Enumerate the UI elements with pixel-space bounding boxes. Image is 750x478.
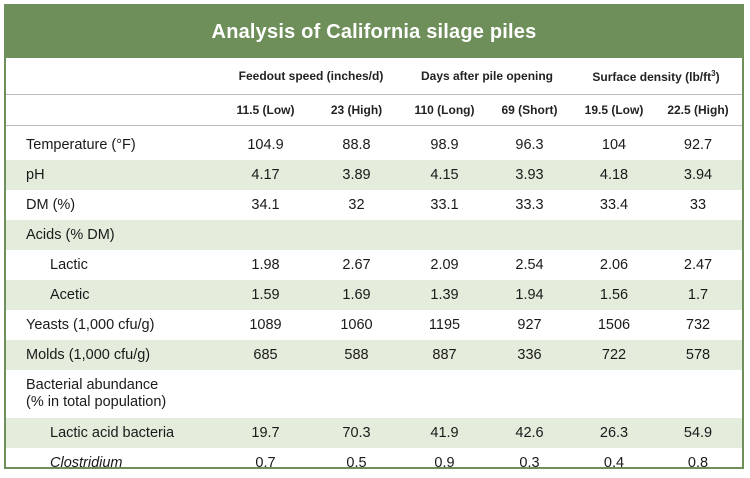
table-cell: 33.1: [430, 197, 459, 213]
table-row-dm: DM (%) 34.1 32 33.1 33.3 33.4 33: [6, 190, 742, 220]
table-cell: 98.9: [430, 137, 459, 153]
column-header: 23 (High): [330, 103, 383, 117]
table-cell: 927: [517, 317, 542, 333]
table-row-yeasts: Yeasts (1,000 cfu/g) 1089 1060 1195 927 …: [6, 310, 742, 340]
table-cell: 41.9: [430, 425, 459, 441]
row-label-line: Bacterial abundance: [26, 377, 159, 393]
table-row-acetic: Acetic 1.59 1.69 1.39 1.94 1.56 1.7: [6, 280, 742, 310]
row-label: Temperature (°F): [26, 136, 136, 153]
table-cell: 1.7: [687, 287, 709, 303]
group-header-surface-density: Surface density (lb/ft3): [572, 69, 740, 84]
table-cell: 1.39: [430, 287, 459, 303]
table-cell: 33.4: [599, 197, 629, 213]
row-label: Lactic acid bacteria: [50, 424, 175, 441]
group-header-feedout-speed: Feedout speed (inches/d): [238, 69, 384, 83]
column-header-row: 11.5 (Low) 23 (High) 110 (Long) 69 (Shor…: [6, 95, 742, 126]
table-cell: 4.15: [430, 167, 459, 183]
table-cell: 1.98: [251, 257, 280, 273]
table-row-ph: pH 4.17 3.89 4.15 3.93 4.18 3.94: [6, 160, 742, 190]
column-header: 11.5 (Low): [236, 103, 295, 117]
column-header: 22.5 (High): [667, 103, 729, 117]
group-header-row: Feedout speed (inches/d) Days after pile…: [6, 58, 742, 95]
table-title: Analysis of California silage piles: [6, 6, 742, 58]
row-label: Acetic: [50, 286, 90, 303]
table-cell: 1060: [340, 317, 373, 333]
table-cell: 26.3: [599, 425, 629, 441]
column-header: 19.5 (Low): [584, 103, 644, 117]
table-cell: 1.56: [599, 287, 629, 303]
table-cell: 887: [432, 347, 457, 363]
table-cell: 2.06: [599, 257, 629, 273]
table-cell: 3.93: [515, 167, 544, 183]
row-label: Acids (% DM): [26, 226, 115, 243]
table-cell: 19.7: [251, 425, 280, 441]
table-cell: 1089: [249, 317, 282, 333]
row-label: Clostridium: [50, 454, 123, 471]
group-header-days-after-opening: Days after pile opening: [420, 69, 554, 83]
table-cell: 732: [685, 317, 711, 333]
surface-density-label: Surface density (lb/ft: [592, 69, 712, 84]
table-cell: 588: [344, 347, 369, 363]
table-cell: 1506: [597, 317, 631, 333]
table-cell: 0.8: [687, 455, 709, 471]
table-cell: 33.3: [515, 197, 544, 213]
table-cell: 70.3: [342, 425, 371, 441]
table-cell: 104.9: [247, 137, 284, 153]
table-cell: 3.89: [342, 167, 371, 183]
table-cell: 0.7: [255, 455, 276, 471]
table-row-bacterial-abundance: Bacterial abundance (% in total populati…: [6, 370, 742, 418]
table-row-acids: Acids (% DM): [6, 220, 742, 250]
table-cell: 96.3: [515, 137, 544, 153]
column-header: 69 (Short): [501, 103, 558, 117]
table-cell: 0.9: [434, 455, 455, 471]
table-cell: 33: [689, 197, 707, 213]
table-row-lactic: Lactic 1.98 2.67 2.09 2.54 2.06 2.47: [6, 250, 742, 280]
table-cell: 336: [517, 347, 542, 363]
surface-density-suffix: ): [715, 69, 720, 84]
table-cell: 578: [685, 347, 711, 363]
table-cell: 54.9: [683, 425, 713, 441]
column-header: 110 (Long): [414, 103, 475, 117]
table-cell: 1.59: [251, 287, 280, 303]
table-cell: 2.47: [683, 257, 713, 273]
table-cell: 2.54: [515, 257, 544, 273]
row-label: pH: [26, 166, 45, 183]
table-cell: 1.94: [515, 287, 544, 303]
row-label-line: (% in total population): [26, 394, 167, 410]
surface-density-sup: 3: [711, 68, 716, 78]
table-cell: 1195: [428, 317, 461, 333]
table-cell: 4.18: [599, 167, 629, 183]
table-cell: 2.67: [342, 257, 371, 273]
table-cell: 685: [253, 347, 278, 363]
table-cell: 3.94: [683, 167, 713, 183]
silage-analysis-table: Analysis of California silage piles Feed…: [4, 4, 744, 471]
row-label: Molds (1,000 cfu/g): [26, 346, 151, 363]
row-label: Lactic: [50, 256, 88, 273]
table-cell: 92.7: [683, 137, 713, 153]
table-cell: 42.6: [515, 425, 544, 441]
row-label: Bacterial abundance (% in total populati…: [6, 377, 220, 411]
table-cell: 0.3: [519, 455, 540, 471]
table-cell: 32: [348, 197, 365, 213]
table-cell: 0.4: [603, 455, 625, 471]
row-label: DM (%): [26, 196, 76, 213]
table-cell: 34.1: [251, 197, 280, 213]
table-cell: 104: [601, 137, 627, 153]
table-row-temperature: Temperature (°F) 104.9 88.8 98.9 96.3 10…: [6, 130, 742, 160]
table-cell: 88.8: [342, 137, 371, 153]
table-cell: 2.09: [430, 257, 459, 273]
table-row-clostridium: Clostridium 0.7 0.5 0.9 0.3 0.4 0.8: [6, 448, 742, 478]
table-cell: 4.17: [251, 167, 280, 183]
table-cell: 722: [601, 347, 627, 363]
table-row-lactic-acid-bacteria: Lactic acid bacteria 19.7 70.3 41.9 42.6…: [6, 418, 742, 448]
table-cell: 1.69: [342, 287, 371, 303]
table-cell: 0.5: [346, 455, 367, 471]
table-row-molds: Molds (1,000 cfu/g) 685 588 887 336 722 …: [6, 340, 742, 370]
row-label: Yeasts (1,000 cfu/g): [26, 316, 155, 333]
